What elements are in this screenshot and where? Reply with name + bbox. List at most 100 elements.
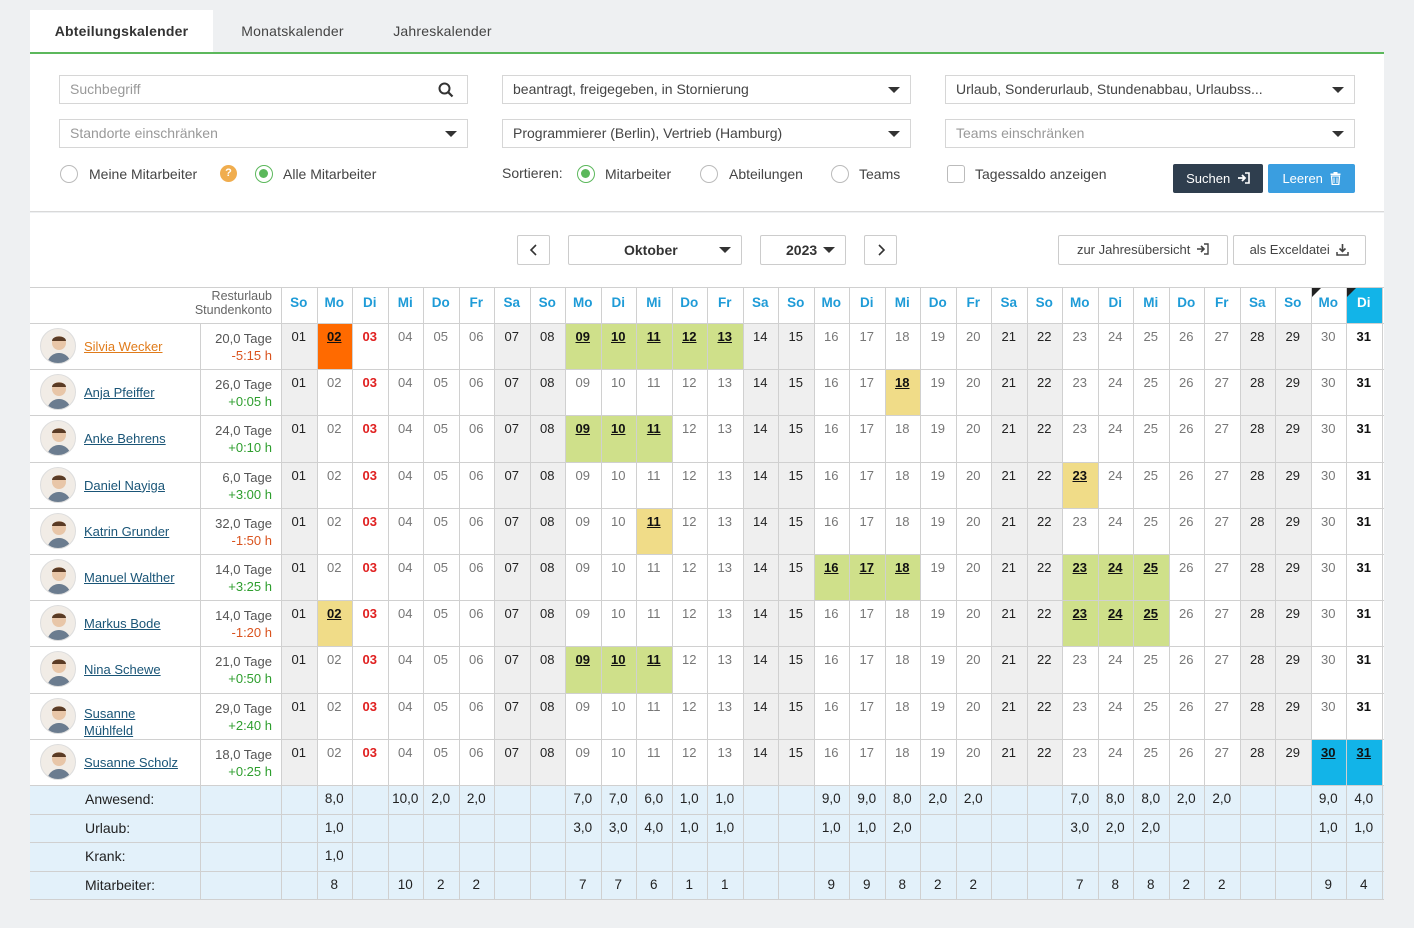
help-icon[interactable]: ? <box>220 165 237 182</box>
tab-jahreskalender[interactable]: Jahreskalender <box>393 23 492 39</box>
user-photo-icon <box>47 382 71 410</box>
month-select[interactable]: Oktober <box>568 235 742 265</box>
grid-line <box>1239 287 1241 899</box>
summary-value: 9 <box>1324 876 1332 892</box>
tab-monatskalender[interactable]: Monatskalender <box>241 23 344 39</box>
absence-day-cell[interactable]: 12 <box>671 323 707 370</box>
employee-name-link[interactable]: Manuel Walther <box>84 570 175 585</box>
day-cell: 06 <box>469 513 484 529</box>
status-select[interactable]: beantragt, freigegeben, in Stornierung <box>502 75 911 104</box>
day-cell: 29 <box>1285 698 1300 714</box>
day-cell: 09 <box>575 744 590 760</box>
employee-name-link[interactable]: Silvia Wecker <box>84 339 163 354</box>
daily-balance-checkbox[interactable] <box>947 165 965 183</box>
absence-day-cell[interactable]: 10 <box>600 646 636 693</box>
absence-day-cell[interactable]: 18 <box>884 369 920 416</box>
day-cell: 16 <box>824 744 839 760</box>
absence-day-cell[interactable]: 24 <box>1097 600 1133 647</box>
absence-day-cell[interactable]: 30 <box>1310 738 1346 785</box>
grid-line <box>1204 287 1205 899</box>
employee-name-link[interactable]: Susanne Scholz <box>84 754 178 770</box>
absence-day-cell[interactable]: 16 <box>813 554 849 601</box>
employee-name-link[interactable]: Mühlfeld <box>84 722 134 738</box>
clear-button[interactable]: Leeren <box>1268 164 1355 193</box>
summary-value: 1,0 <box>324 819 344 835</box>
absence-day-cell[interactable]: 11 <box>636 415 672 462</box>
absence-day-cell[interactable]: 10 <box>600 415 636 462</box>
absence-day-cell[interactable]: 02 <box>316 323 352 370</box>
absence-day-cell[interactable]: 23 <box>1062 600 1098 647</box>
absence-day-cell[interactable]: 31 <box>1346 738 1382 785</box>
day-cell: 22 <box>1037 513 1052 529</box>
employee-name-link[interactable]: Nina Schewe <box>84 662 161 678</box>
sort-departments-radio[interactable] <box>700 165 718 183</box>
employee-name-link[interactable]: Markus Bode <box>84 616 161 632</box>
absence-day-cell[interactable]: 11 <box>636 507 672 554</box>
day-cell: 01 <box>291 513 306 529</box>
employee-name-link[interactable]: Susanne <box>84 705 136 721</box>
search-input[interactable]: Suchbegriff <box>59 75 425 104</box>
day-cell: 01 <box>291 467 306 483</box>
day-cell: 13 <box>717 421 732 437</box>
year-value: 2023 <box>786 242 818 258</box>
excel-export-button[interactable]: als Exceldatei <box>1233 235 1366 265</box>
locations-select[interactable]: Standorte einschränken <box>59 119 468 148</box>
absence-day-cell[interactable]: 09 <box>565 646 601 693</box>
year-overview-button[interactable]: zur Jahresübersicht <box>1058 235 1228 265</box>
teams-select[interactable]: Teams einschränken <box>945 119 1355 148</box>
day-cell: 18 <box>895 513 910 529</box>
absence-day-cell[interactable]: 11 <box>636 323 672 370</box>
employee-name-link[interactable]: Anja Pfeiffer <box>84 385 155 401</box>
year-select[interactable]: 2023 <box>760 235 846 265</box>
day-cell: 18 <box>895 744 910 760</box>
search-icon-button[interactable] <box>424 75 468 104</box>
summary-value: 3,0 <box>1070 819 1090 835</box>
day-cell: 23 <box>1072 513 1087 529</box>
all-employees-radio[interactable] <box>255 165 273 183</box>
day-cell: 17 <box>859 652 874 668</box>
absence-type-select[interactable]: Urlaub, Sonderurlaub, Stundenabbau, Urla… <box>945 75 1355 104</box>
day-cell: 25 <box>1143 421 1158 437</box>
absence-day-cell[interactable]: 23 <box>1062 554 1098 601</box>
absence-day-cell[interactable]: 13 <box>707 323 743 370</box>
day-cell: 22 <box>1037 329 1052 344</box>
absence-day-cell[interactable]: 25 <box>1133 554 1169 601</box>
employee-name-link[interactable]: Katrin Grunder <box>84 523 170 539</box>
weekday-header-11: Mi <box>636 287 672 323</box>
sort-teams-radio[interactable] <box>831 165 849 183</box>
absence-day-cell[interactable]: 24 <box>1097 554 1133 601</box>
absence-day-cell[interactable]: 25 <box>1133 600 1169 647</box>
absence-day-cell[interactable]: 23 <box>1062 461 1098 508</box>
day-cell: 04 <box>398 329 413 344</box>
absence-day-cell[interactable]: 09 <box>565 323 601 370</box>
absence-day-cell[interactable]: 17 <box>849 554 885 601</box>
day-cell: 12 <box>682 744 697 760</box>
day-cell: 19 <box>930 606 945 622</box>
hour-balance: +0:10 h <box>228 440 272 456</box>
employee-name-link[interactable]: Anke Behrens <box>84 431 166 447</box>
my-employees-radio[interactable] <box>60 165 78 183</box>
absence-day-cell[interactable]: 09 <box>565 415 601 462</box>
employee-name-link[interactable]: Daniel Nayiga <box>84 477 165 493</box>
search-button[interactable]: Suchen <box>1173 164 1263 193</box>
day-cell: 06 <box>469 744 484 760</box>
remaining-vacation: 26,0 Tage <box>215 377 272 393</box>
absence-day-cell[interactable]: 10 <box>600 323 636 370</box>
sort-employees-radio[interactable] <box>577 165 595 183</box>
absence-day-cell[interactable]: 11 <box>636 646 672 693</box>
departments-select[interactable]: Programmierer (Berlin), Vertrieb (Hambur… <box>502 119 911 148</box>
day-cell: 21 <box>1001 513 1016 529</box>
weekday-header-07: Sa <box>494 287 530 323</box>
prev-month-button[interactable] <box>517 235 550 265</box>
day-cell: 29 <box>1285 560 1300 575</box>
day-cell: 04 <box>398 652 413 668</box>
absence-day-cell[interactable]: 02 <box>316 600 352 647</box>
summary-value: 8,0 <box>1141 791 1161 806</box>
summary-value: 6,0 <box>644 791 664 806</box>
absence-day-cell[interactable]: 18 <box>884 554 920 601</box>
next-month-button[interactable] <box>864 235 897 265</box>
day-cell: 30 <box>1321 375 1336 391</box>
day-cell: 11 <box>647 560 661 575</box>
search-icon <box>438 82 454 98</box>
tab-abteilungskalender[interactable]: Abteilungskalender <box>30 10 213 52</box>
